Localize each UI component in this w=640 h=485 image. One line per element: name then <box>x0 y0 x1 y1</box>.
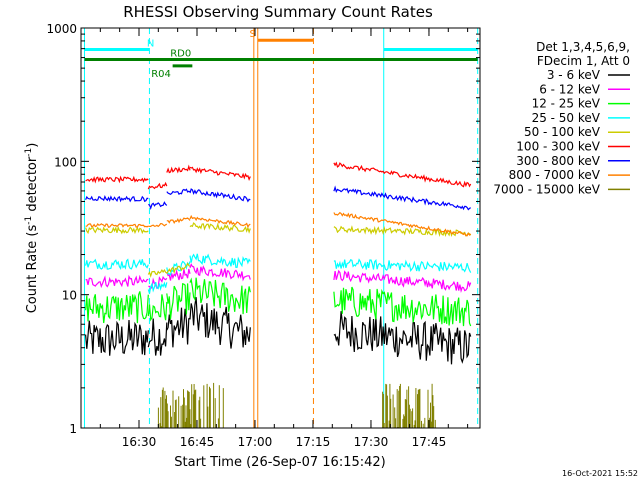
flag-label: RD0 <box>170 49 191 60</box>
series-trace-segment-0 <box>85 175 149 184</box>
legend-header-decimation: FDecim 1, Att 0 <box>537 54 630 68</box>
legend-entry-label: 300 - 800 keV <box>516 154 600 168</box>
legend-entry-label: 6 - 12 keV <box>539 82 601 96</box>
series-trace-segment-0 <box>85 225 149 235</box>
y-tick-label: 1 <box>69 422 77 436</box>
flag-n-0: N <box>84 38 154 51</box>
series-3-6-kev <box>85 297 472 365</box>
series-trace-segment-3 <box>189 253 251 269</box>
series-trace-segment-0 <box>85 258 149 270</box>
series-trace-segment-1 <box>147 294 168 322</box>
y-axis-label-end: ) <box>25 143 40 148</box>
legend-entry: 300 - 800 keV <box>516 154 630 168</box>
series-800-7000-kev <box>85 211 472 237</box>
series-trace-segment-4 <box>333 311 472 365</box>
series-100-300-kev <box>85 161 472 190</box>
series-trace-segment-2 <box>166 260 191 276</box>
series-trace-segment-4 <box>333 161 472 188</box>
legend-entry: 800 - 7000 keV <box>509 168 630 182</box>
legend-entry-label: 25 - 50 keV <box>532 111 601 125</box>
y-axis-label-main: Count Rate (s <box>25 225 40 314</box>
series-trace-segment-0 <box>85 223 149 228</box>
flag-rd0-3: RD0 <box>84 49 478 62</box>
series-trace-segment-4 <box>333 211 472 237</box>
legend: Det 1,3,4,5,6,9, FDecim 1, Att 0 3 - 6 k… <box>493 40 630 196</box>
series-trace-segment-2 <box>166 268 191 281</box>
series-12-25-kev <box>85 277 472 327</box>
series-trace-segment-0 <box>85 274 149 289</box>
legend-entry-label: 12 - 25 keV <box>532 97 601 111</box>
series-trace-segment-1 <box>148 222 168 228</box>
legend-entry: 100 - 300 keV <box>516 140 630 154</box>
flag-s-2: S <box>249 29 314 42</box>
series-trace-segment-2 <box>166 282 191 320</box>
y-tick-label: 100 <box>54 155 77 169</box>
x-tick-label: 17:00 <box>238 435 273 449</box>
series-trace-segment-1 <box>147 268 168 278</box>
series-trace-segment-1 <box>147 181 168 190</box>
legend-entry: 6 - 12 keV <box>539 82 630 96</box>
chart-title: RHESSI Observing Summary Count Rates <box>123 3 433 21</box>
x-tick-label: 17:45 <box>412 435 447 449</box>
legend-entry-label: 3 - 6 keV <box>547 68 601 82</box>
legend-entry: 25 - 50 keV <box>532 111 630 125</box>
series-trace-segment-0 <box>85 319 149 356</box>
y-axis-label: Count Rate (s-1 detector-1) <box>24 143 40 314</box>
flag-r04-4: R04 <box>151 64 193 80</box>
y-tick-label: 1000 <box>46 22 77 36</box>
series-trace-segment-1 <box>147 281 168 294</box>
series-trace-segment-1 <box>147 318 168 356</box>
series-trace-segment-4 <box>333 225 472 238</box>
series-trace-segment-4 <box>333 286 472 327</box>
legend-entry: 12 - 25 keV <box>532 97 630 111</box>
legend-entry-label: 800 - 7000 keV <box>509 168 601 182</box>
series-trace-segment-2 <box>166 262 191 275</box>
y-axis-label-sup1: -1 <box>24 216 34 225</box>
series-300-800-kev <box>85 185 472 211</box>
legend-entry-label: 100 - 300 keV <box>516 140 600 154</box>
legend-entry: 3 - 6 keV <box>547 68 630 82</box>
legend-entry: 7000 - 15000 keV <box>493 182 630 196</box>
series-trace-segment-4 <box>333 269 472 293</box>
y-axis-label-mid: detector <box>25 156 40 216</box>
axes: 16:30 16:45 17:00 17:15 17:30 17:45 1000 100 10 1 <box>46 22 480 449</box>
series-trace-segment-2 <box>166 307 191 348</box>
series-trace-segment-3 <box>189 262 251 282</box>
series-trace-segment-4 <box>333 258 472 273</box>
series-trace-segment-2 <box>166 188 191 196</box>
flag-label: R04 <box>151 69 171 80</box>
x-axis-label: Start Time (26-Sep-07 16:15:42) <box>174 455 385 470</box>
series-trace-segment-3 <box>189 166 251 181</box>
x-tick-label: 16:45 <box>180 435 215 449</box>
series-trace-segment-3 <box>189 214 251 229</box>
series-trace-segment-1 <box>148 201 168 211</box>
series-50-100-kev <box>85 222 472 278</box>
x-tick-label: 16:30 <box>122 435 157 449</box>
y-axis-label-sup2: -1 <box>24 148 34 157</box>
series-trace-segment-3 <box>189 297 251 349</box>
x-tick-label: 17:30 <box>354 435 389 449</box>
legend-header-detectors: Det 1,3,4,5,6,9, <box>536 40 630 54</box>
legend-entry-label: 7000 - 15000 keV <box>493 182 600 196</box>
series-trace-segment-4 <box>333 185 472 211</box>
generation-timestamp: 16-Oct-2021 15:52 <box>562 469 638 478</box>
series-trace-segment-2 <box>166 164 191 174</box>
legend-entry: 50 - 100 keV <box>524 125 630 139</box>
flag-label: S <box>249 29 255 40</box>
y-tick-label: 10 <box>62 289 77 303</box>
plot-frame <box>80 27 481 429</box>
series-trace-segment-3 <box>189 188 251 203</box>
series-25-50-kev <box>85 253 472 294</box>
series-trace-segment-3 <box>189 277 251 315</box>
series-trace-segment-0 <box>85 195 149 203</box>
x-tick-label: 17:15 <box>296 435 331 449</box>
legend-entry-label: 50 - 100 keV <box>524 125 601 139</box>
series-trace-segment-2 <box>166 217 191 225</box>
flag-label: N <box>147 38 154 49</box>
series-trace-segment-0 <box>85 291 149 324</box>
series-trace-segment-3 <box>189 222 251 234</box>
